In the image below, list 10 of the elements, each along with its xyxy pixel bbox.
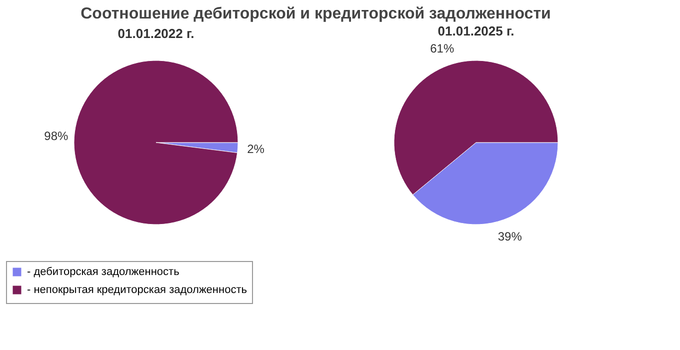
legend-label: - непокрытая кредиторская задолженность [27,284,248,296]
pie-slice [74,60,238,225]
text: Соотношение дебиторской и кредиторской задолженности [80,5,551,22]
data-label: 61% [430,41,454,56]
legend-label: - дебиторская задолженность [27,266,180,278]
data-label: 39% [498,230,522,244]
data-label: 2% [247,142,265,156]
chart-title: 01.01.2025 г. [438,23,514,38]
chart-title: 01.01.2022 г. [118,26,194,41]
data-label: 98% [44,129,69,144]
